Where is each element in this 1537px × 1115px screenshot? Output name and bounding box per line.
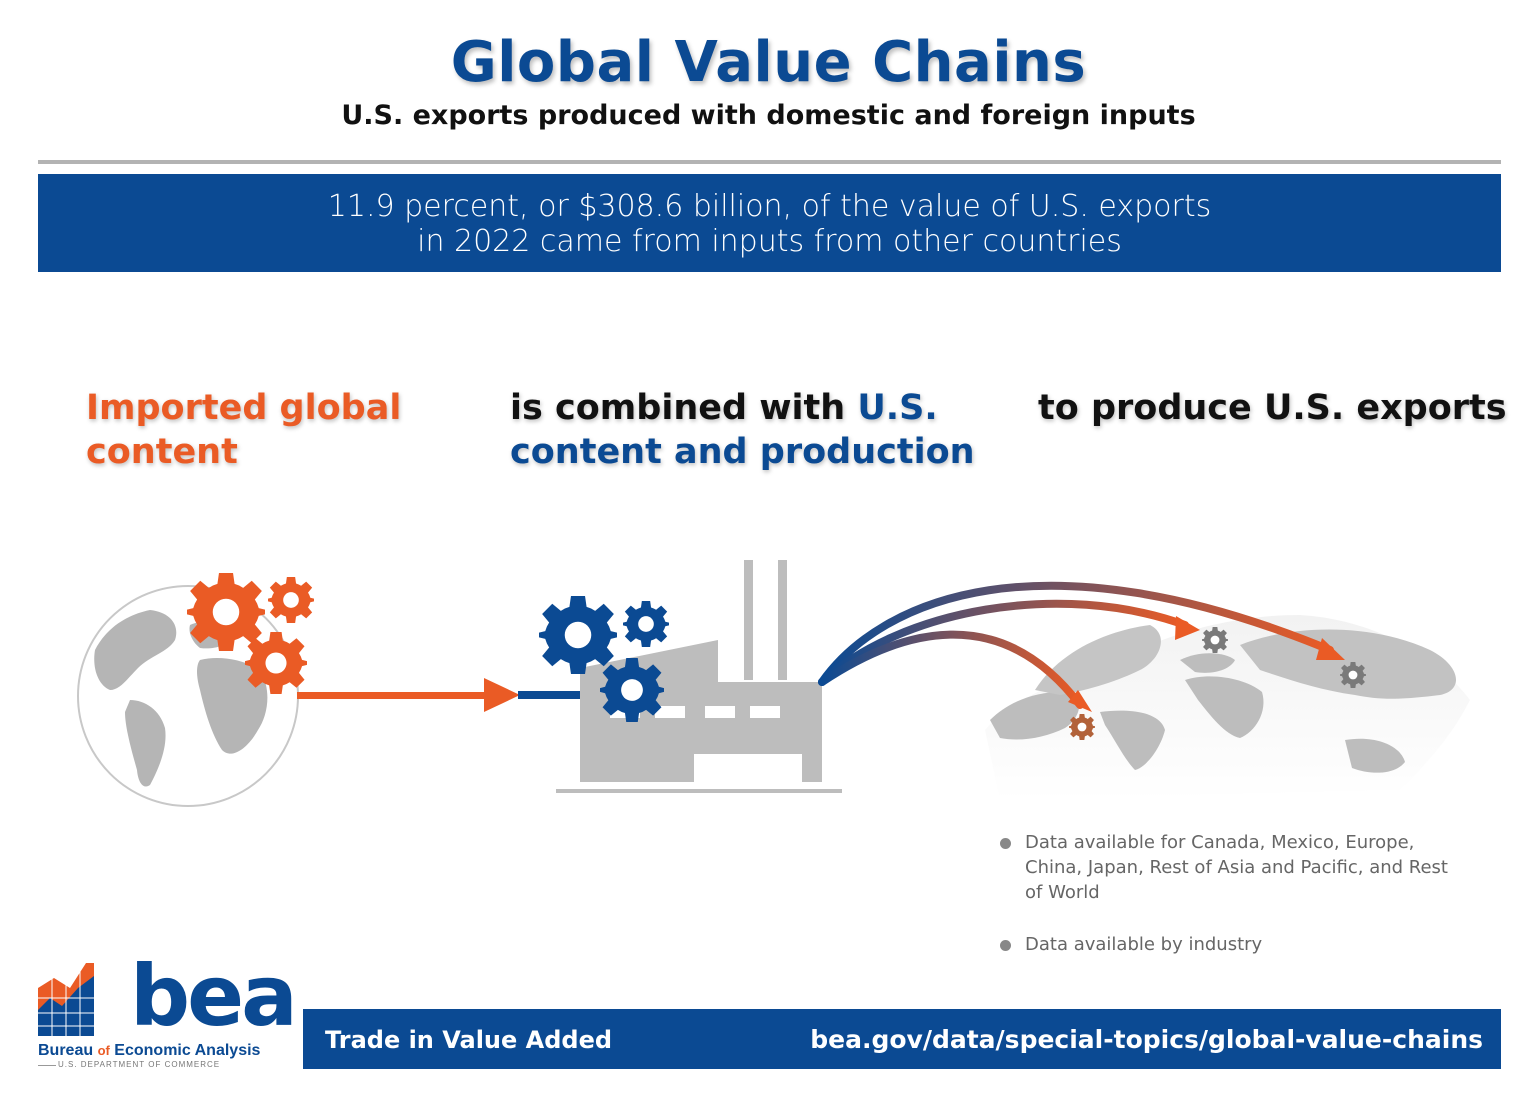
footer-link[interactable]: bea.gov/data/special-topics/global-value… [810, 1025, 1483, 1054]
banner-line-1: 11.9 percent, or $308.6 billion, of the … [327, 189, 1212, 224]
logo-name-part1: Bureau [38, 1042, 98, 1059]
step-produce-highlight: U.S. exports [1263, 388, 1507, 428]
list-item: Data available for Canada, Mexico, Europ… [1000, 830, 1470, 905]
note-text: Data available by industry [1025, 934, 1263, 955]
arrowheads [1068, 616, 1345, 712]
page-subtitle: U.S. exports produced with domestic and … [341, 100, 1196, 131]
footer-bar: Trade in Value Added bea.gov/data/specia… [303, 1009, 1501, 1069]
logo-department: U.S. DEPARTMENT OF COMMERCE [58, 1060, 221, 1069]
banner-line-2: in 2022 came from inputs from other coun… [417, 224, 1122, 259]
globe-icon [77, 585, 299, 807]
bullet-icon [1000, 838, 1011, 849]
step-combined-highlight2: content and production [510, 432, 975, 472]
step-imported-line2: content [86, 432, 238, 472]
logo-agency-name: Bureau of Economic Analysis [38, 1042, 260, 1060]
logo-chart-icon [38, 963, 94, 1036]
world-map-icon [985, 615, 1470, 800]
step-produce: to produce U.S. exports [1038, 386, 1508, 430]
logo-name-of: of [97, 1043, 110, 1058]
note-text: Data available for Canada, Mexico, Europ… [1025, 832, 1448, 903]
footer-label: Trade in Value Added [325, 1026, 613, 1054]
step-combined-prefix: is combined with [510, 388, 858, 428]
step-produce-prefix: to produce [1038, 388, 1264, 428]
divider [38, 160, 1501, 164]
gear-icon [187, 573, 314, 694]
logo-divider [38, 1065, 56, 1066]
flow-arrow [297, 678, 586, 712]
page-title: Global Value Chains [450, 30, 1087, 95]
bea-logo: bea Bureau of Economic Analysis U.S. DEP… [36, 947, 298, 1073]
step-imported-content: Imported global content [86, 386, 446, 474]
step-imported-line1: Imported global [86, 388, 402, 428]
step-combined: is combined with U.S. content and produc… [510, 386, 980, 474]
gear-icon [1069, 627, 1366, 740]
key-stat-banner: 11.9 percent, or $308.6 billion, of the … [38, 174, 1501, 272]
logo-wordmark: bea [130, 947, 298, 1045]
list-item: Data available by industry [1000, 932, 1470, 957]
step-combined-highlight1: U.S. [857, 388, 938, 428]
bullet-icon [1000, 940, 1011, 951]
gear-icon [539, 596, 669, 722]
export-arrows [818, 581, 1334, 709]
factory-icon [556, 560, 842, 793]
notes-list: Data available for Canada, Mexico, Europ… [1000, 830, 1470, 984]
logo-name-part2: Economic Analysis [109, 1042, 261, 1059]
